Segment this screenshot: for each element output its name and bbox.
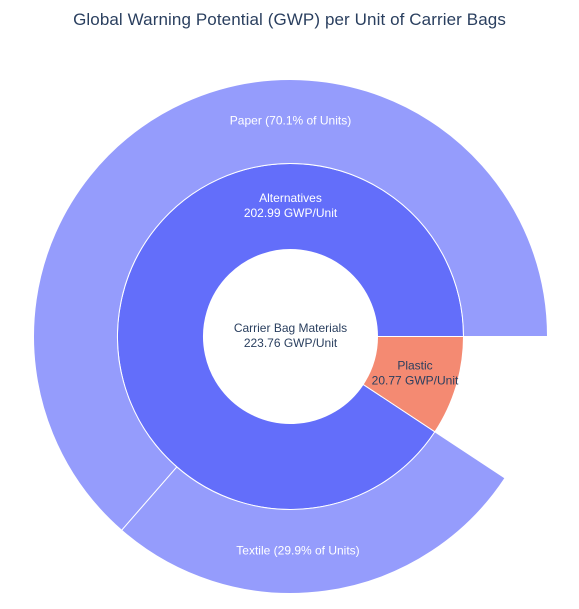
- textile-label-line-1: Textile (29.9% of Units): [236, 544, 359, 558]
- ring-segment-paper[interactable]: [33, 79, 549, 531]
- ring-segment-textile[interactable]: [120, 431, 506, 594]
- paper-label: Paper (70.1% of Units): [230, 114, 351, 128]
- alternatives-label-line-2: 202.99 GWP/Unit: [244, 206, 338, 220]
- chart-title: Global Warning Potential (GWP) per Unit …: [73, 10, 506, 29]
- plastic-label-line-1: Plastic: [397, 359, 432, 373]
- center-label: Carrier Bag Materials 223.76 GWP/Unit: [234, 321, 347, 350]
- center-label-line-1: Carrier Bag Materials: [234, 321, 347, 335]
- alternatives-label-line-1: Alternatives: [259, 191, 322, 205]
- plastic-label-line-2: 20.77 GWP/Unit: [372, 374, 459, 388]
- plastic-label: Plastic 20.77 GWP/Unit: [372, 359, 459, 388]
- alternatives-label: Alternatives 202.99 GWP/Unit: [244, 191, 338, 220]
- textile-label: Textile (29.9% of Units): [236, 544, 359, 558]
- center-label-line-2: 223.76 GWP/Unit: [244, 336, 338, 350]
- paper-label-line-1: Paper (70.1% of Units): [230, 114, 351, 128]
